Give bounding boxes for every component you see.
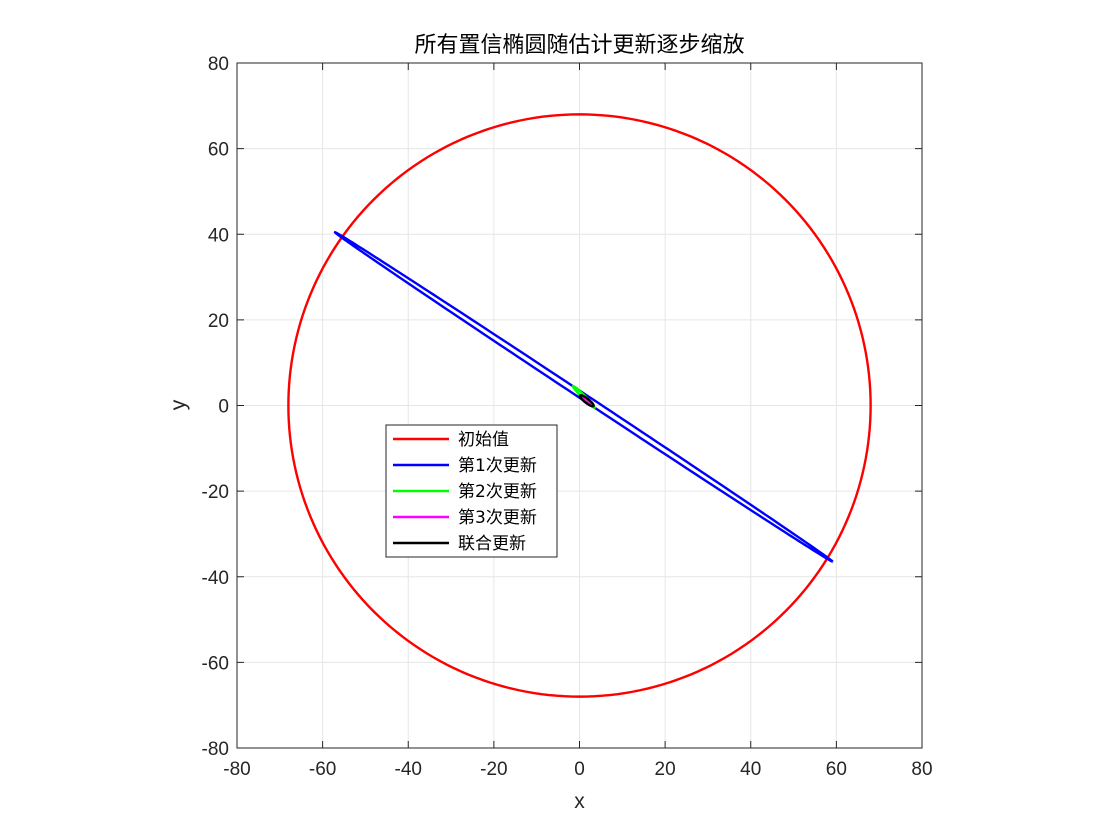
- y-tick-label: -80: [202, 739, 229, 760]
- series-line-1: [287, 113, 872, 698]
- x-tick-label: 20: [655, 759, 676, 780]
- x-tick-label: -60: [309, 759, 336, 780]
- legend-label-1: 初始值: [458, 430, 509, 450]
- y-tick-label: -60: [202, 653, 229, 674]
- grid: [236, 62, 923, 749]
- x-tick-label: -40: [395, 759, 422, 780]
- x-tick-label: 60: [826, 759, 847, 780]
- chart-title: 所有置信椭圆随估计更新逐步缩放: [414, 33, 744, 58]
- legend-label-2: 第1次更新: [458, 456, 537, 476]
- y-tick-label: 20: [208, 311, 229, 332]
- y-tick-label: 0: [218, 397, 229, 418]
- x-tick-label: -20: [480, 759, 507, 780]
- y-tick-label: 60: [208, 140, 229, 161]
- y-tick-label: 80: [208, 54, 229, 75]
- x-tick-label: 80: [911, 759, 932, 780]
- x-tick-label: -80: [223, 759, 250, 780]
- x-axis-label: x: [574, 790, 585, 813]
- x-tick-label: 0: [574, 759, 585, 780]
- y-tick-label: 40: [208, 225, 229, 246]
- legend-label-3: 第2次更新: [458, 482, 537, 502]
- series-line-2: [333, 231, 834, 563]
- y-tick-label: -20: [202, 482, 229, 503]
- plot-series: [287, 113, 872, 698]
- x-tick-label: 40: [740, 759, 761, 780]
- y-axis-label: y: [167, 399, 190, 410]
- legend-label-5: 联合更新: [458, 534, 526, 554]
- y-tick-label: -40: [202, 568, 229, 589]
- series-line-5: [578, 394, 595, 408]
- legend-label-4: 第3次更新: [458, 508, 537, 528]
- ticks: -80 -60 -40 -20 0 20 40 60 80 -80 -60 -40 -20 0 20 40 60…: [202, 54, 933, 780]
